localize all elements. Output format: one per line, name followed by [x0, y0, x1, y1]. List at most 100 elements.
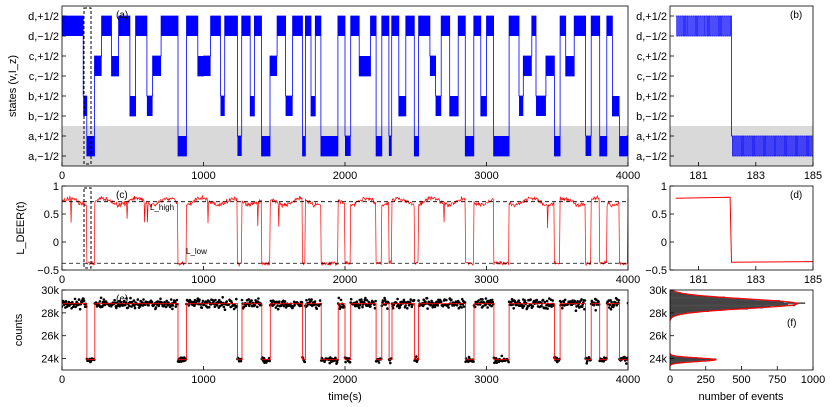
count-point — [335, 360, 339, 364]
count-point — [130, 305, 133, 308]
count-point — [610, 300, 613, 304]
deer-trace-line — [62, 194, 628, 268]
count-point — [232, 307, 236, 311]
count-point — [269, 299, 273, 303]
zoom-window-a — [83, 7, 92, 165]
count-point — [136, 298, 140, 301]
count-point — [500, 354, 504, 358]
count-point — [481, 298, 484, 301]
x-tick-label: 185 — [804, 170, 822, 182]
x-tick-label: 1000 — [191, 274, 215, 286]
axes-frame-d — [669, 185, 814, 271]
state-block — [398, 96, 406, 116]
x-tick-label: 2000 — [333, 274, 357, 286]
count-point — [128, 304, 131, 308]
panel-label-a: (a) — [116, 10, 128, 21]
state-block — [509, 16, 520, 36]
count-point — [198, 298, 201, 302]
y-tick-label: 30k — [41, 285, 59, 297]
panel-b: a,−1/2 a,+1/2 b,−1/2 b,+1/2 c,−1/2 c,+1/2 d,−1… — [636, 5, 822, 182]
count-point — [410, 305, 414, 309]
state-block — [315, 16, 321, 36]
y-tick-label: a,−1/2 — [28, 151, 59, 163]
count-point — [582, 301, 585, 304]
count-point — [73, 297, 77, 301]
state-block — [536, 96, 546, 116]
count-point — [484, 297, 488, 300]
count-point — [300, 301, 304, 304]
count-point — [583, 299, 587, 302]
count-point — [337, 296, 341, 300]
count-point — [125, 297, 128, 300]
y-tick-label: c,+1/2 — [637, 51, 667, 63]
state-block — [320, 136, 338, 156]
count-point — [362, 300, 366, 304]
state-block — [441, 16, 450, 36]
state-block — [565, 56, 575, 76]
count-point — [344, 360, 347, 364]
state-block — [405, 16, 415, 36]
state-block — [480, 96, 487, 116]
count-point — [72, 305, 75, 309]
count-point — [169, 304, 172, 308]
y-tick-label: d,−1/2 — [636, 31, 667, 43]
count-point — [103, 303, 107, 307]
count-point — [147, 303, 150, 307]
count-point — [154, 306, 158, 309]
count-point — [262, 357, 266, 360]
count-point — [383, 298, 387, 302]
count-point — [555, 356, 558, 360]
count-point — [215, 304, 219, 307]
state-block — [224, 16, 238, 36]
count-point — [406, 307, 409, 310]
count-point — [455, 304, 459, 307]
count-point — [490, 304, 493, 308]
count-point — [315, 307, 319, 311]
count-point — [522, 304, 526, 308]
count-point — [218, 298, 221, 302]
y-tick-label: 24k — [649, 354, 667, 366]
count-point — [70, 307, 73, 310]
count-point — [412, 298, 416, 302]
state-block — [370, 16, 377, 36]
count-point — [463, 301, 467, 304]
y-axis-label-a: states (v,I_z) — [7, 55, 19, 117]
count-point — [99, 296, 103, 300]
state-block — [237, 136, 242, 156]
count-point — [133, 304, 136, 308]
state-block — [545, 56, 555, 76]
count-point — [213, 305, 217, 309]
count-point — [563, 298, 567, 302]
count-point — [460, 297, 464, 301]
count-point — [115, 306, 118, 310]
histogram-bar — [669, 304, 796, 307]
y-axis-label-c: L_DEER(t) — [15, 201, 27, 254]
deer-trace-d — [675, 196, 814, 263]
count-point — [562, 300, 566, 304]
count-point — [417, 299, 420, 302]
count-point — [585, 362, 588, 365]
count-point — [214, 298, 217, 302]
x-tick-label: 4000 — [616, 170, 640, 182]
state-block — [129, 96, 136, 116]
state-block — [449, 96, 459, 116]
x-tick-label: 183 — [747, 274, 765, 286]
count-point — [531, 305, 535, 308]
count-point — [550, 305, 553, 308]
count-point — [132, 299, 136, 302]
count-point — [460, 306, 463, 309]
count-point — [221, 296, 224, 299]
state-block — [531, 16, 537, 36]
panel-label-b: (b) — [790, 10, 802, 21]
count-point — [436, 304, 440, 307]
count-point — [374, 299, 377, 303]
count-point — [305, 298, 308, 302]
state-block — [62, 16, 84, 36]
annotation-l-low: L_low — [186, 247, 207, 256]
y-tick-label: c,−1/2 — [637, 71, 667, 83]
ticks-f: 24k 26k 28k 30k 0 250 500 750 1000 — [649, 285, 825, 386]
state-block — [161, 16, 179, 36]
count-point — [517, 299, 521, 302]
count-point — [552, 304, 556, 307]
count-point — [98, 300, 102, 303]
